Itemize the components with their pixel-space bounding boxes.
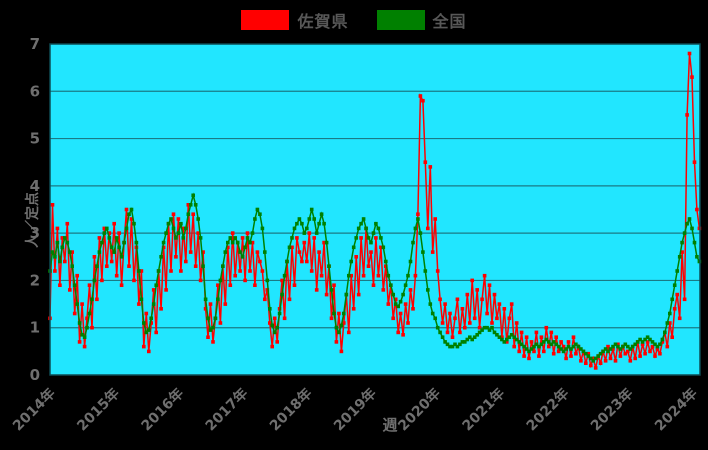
svg-text:7: 7 bbox=[30, 35, 40, 53]
legend-item-national: 全国 bbox=[376, 8, 467, 32]
saga-series-label: 佐賀県 bbox=[297, 12, 349, 31]
y-axis-title: 人／定点 bbox=[25, 192, 41, 248]
national-series-label: 全国 bbox=[432, 12, 467, 31]
legend: 佐賀県 全国 bbox=[0, 8, 708, 32]
saga-series-swatch bbox=[241, 10, 290, 30]
national-series-swatch bbox=[376, 10, 425, 30]
svg-text:6: 6 bbox=[30, 82, 40, 100]
svg-text:0: 0 bbox=[30, 366, 40, 384]
svg-text:3: 3 bbox=[30, 224, 40, 242]
svg-text:1: 1 bbox=[30, 319, 40, 337]
svg-text:2: 2 bbox=[30, 271, 40, 289]
svg-text:5: 5 bbox=[30, 130, 40, 148]
x-axis-title: 週 bbox=[382, 416, 398, 434]
svg-text:4: 4 bbox=[30, 177, 40, 195]
legend-item-saga: 佐賀県 bbox=[241, 8, 348, 32]
